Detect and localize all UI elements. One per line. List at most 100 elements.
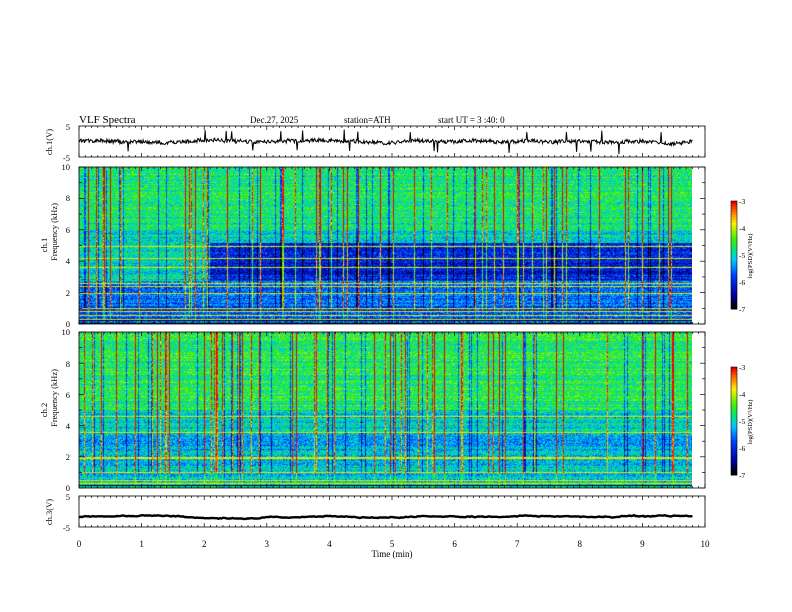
- x-tick-label: 2: [202, 539, 207, 549]
- colorbar-segment: [731, 437, 737, 441]
- colorbar-segment: [731, 407, 737, 411]
- colorbar-segment: [731, 271, 737, 275]
- ch1-ytick-8: 8: [66, 193, 70, 203]
- colorbar-segment: [731, 461, 737, 465]
- colorbar-segment: [731, 287, 737, 291]
- ch2-channel-label: ch.2: [39, 403, 49, 417]
- colorbar-segment: [731, 439, 737, 444]
- colorbar-segment: [731, 249, 737, 253]
- colorbar-segment: [731, 377, 737, 381]
- colorbar-segment: [731, 423, 737, 427]
- colorbar-segment: [731, 402, 737, 406]
- colorbar-segment: [731, 268, 737, 272]
- colorbar-segment: [731, 292, 737, 296]
- ch2-ytick-8: 8: [66, 359, 70, 369]
- ch1-ytick-5: 5: [66, 122, 70, 132]
- ch3-waveform-trace: [78, 513, 693, 521]
- ch1-cbar-tick-neg7: -7: [739, 305, 745, 314]
- colorbar-segment: [731, 369, 737, 373]
- colorbar-segment: [731, 429, 737, 433]
- ch1-channel-label: ch.1: [39, 238, 49, 252]
- colorbar-segment: [731, 410, 737, 414]
- ch2-colorbar: [730, 366, 738, 476]
- x-tick-label: 1: [139, 539, 144, 549]
- colorbar-segment: [731, 206, 737, 210]
- ch2-ytick-4: 4: [66, 421, 71, 431]
- ch1-waveform-ylabel: ch.1(V): [44, 129, 54, 155]
- colorbar-segment: [731, 203, 737, 207]
- ch2-spectrogram-frame: [78, 331, 706, 489]
- colorbar-segment: [731, 456, 737, 460]
- colorbar-segment: [731, 453, 737, 457]
- ch2-colorbar-label: log(PSD)(V²/Hz): [747, 400, 754, 445]
- colorbar-segment: [731, 385, 737, 390]
- ch3-ytick-neg5: -5: [63, 523, 70, 533]
- colorbar-segment: [731, 421, 737, 425]
- colorbar-segment: [731, 303, 737, 307]
- colorbar-segment: [731, 241, 737, 245]
- colorbar-segment: [731, 209, 737, 213]
- ch2-frequency-ylabel: Frequency (kHz): [49, 369, 59, 427]
- colorbar-segment: [731, 391, 737, 395]
- colorbar-segment: [731, 236, 737, 240]
- colorbar-segment: [731, 230, 737, 234]
- colorbar-segment: [731, 466, 737, 471]
- colorbar-segment: [731, 282, 737, 286]
- colorbar-segment: [731, 450, 737, 454]
- ch2-ytick-0: 0: [66, 483, 70, 493]
- colorbar-segment: [731, 394, 737, 398]
- colorbar-segment: [731, 472, 737, 476]
- x-tick-label: 0: [77, 539, 82, 549]
- ch1-colorbar: [730, 200, 738, 310]
- header-start-ut: start UT = 3 :40: 0: [438, 115, 505, 125]
- header-date: Dec.27, 2025: [250, 115, 299, 125]
- colorbar-segment: [731, 279, 737, 283]
- x-axis-label: Time (min): [372, 549, 413, 559]
- colorbar-segment: [731, 211, 737, 215]
- colorbar-segment: [731, 431, 737, 435]
- colorbar-segment: [731, 265, 737, 269]
- colorbar-segment: [731, 415, 737, 419]
- colorbar-segment: [731, 399, 737, 403]
- x-tick-label: 8: [578, 539, 583, 549]
- ch1-ytick-6: 6: [66, 225, 70, 235]
- ch1-cbar-tick-neg3: -3: [739, 197, 745, 206]
- header-station: station=ATH: [344, 115, 391, 125]
- ch2-ytick-6: 6: [66, 390, 70, 400]
- ch1-ytick-2: 2: [66, 288, 70, 298]
- colorbar-segment: [731, 214, 737, 218]
- x-tick-label: 7: [515, 539, 520, 549]
- colorbar-segment: [731, 219, 737, 224]
- colorbar-segment: [731, 372, 737, 376]
- ch1-cbar-tick-neg5: -5: [739, 251, 745, 260]
- colorbar-segment: [731, 257, 737, 261]
- colorbar-segment: [731, 233, 737, 237]
- colorbar-segment: [731, 255, 737, 259]
- ch1-spectrogram-frame: [78, 166, 706, 325]
- colorbar-segment: [731, 263, 737, 267]
- ch2-cbar-tick-neg5: -5: [739, 417, 745, 426]
- colorbar-segment: [731, 298, 737, 302]
- ch3-ytick-5: 5: [66, 492, 70, 502]
- ch1-frequency-ylabel: Frequency (kHz): [49, 203, 59, 261]
- x-tick-label: 6: [452, 539, 457, 549]
- ch1-colorbar-label: log(PSD)(V²/Hz): [747, 234, 754, 279]
- ch3-waveform-ylabel: ch.3(V): [44, 499, 54, 525]
- ch1-cbar-tick-neg6: -6: [739, 278, 745, 287]
- ch2-ytick-10: 10: [62, 327, 71, 337]
- x-tick-label: 5: [390, 539, 395, 549]
- ch2-ytick-2: 2: [66, 452, 70, 462]
- colorbar-frame: [730, 366, 738, 476]
- colorbar-segment: [731, 380, 737, 384]
- colorbar-segment: [731, 228, 737, 232]
- ch1-ytick-4: 4: [66, 256, 71, 266]
- ch2-cbar-tick-neg3: -3: [739, 363, 745, 372]
- ch1-ytick-10: 10: [62, 162, 71, 172]
- colorbar-segment: [731, 276, 737, 280]
- ch2-cbar-tick-neg4: -4: [739, 390, 745, 399]
- colorbar-segment: [731, 367, 737, 371]
- ch1-ytick-0: 0: [66, 319, 70, 329]
- colorbar-segment: [731, 295, 737, 299]
